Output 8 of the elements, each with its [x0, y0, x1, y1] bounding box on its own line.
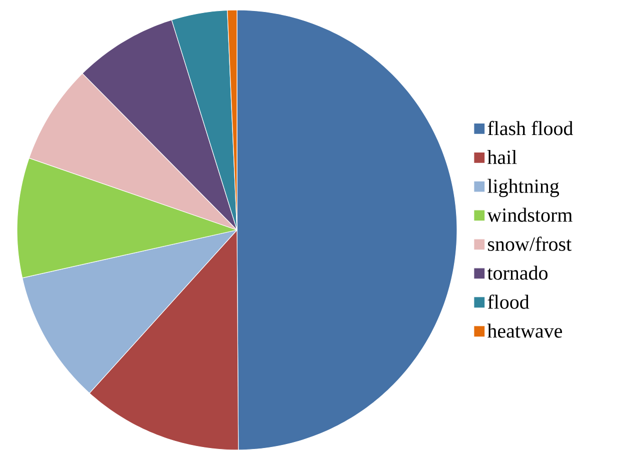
legend-label: flood: [488, 294, 530, 309]
legend-label: heatwave: [487, 324, 562, 338]
legend-label: lightning: [488, 178, 560, 197]
legend-label: windstorm: [487, 208, 572, 222]
legend-label: flash flood: [488, 120, 574, 136]
legend-label: snow/frost: [488, 236, 572, 251]
legend-label: tornado: [487, 266, 548, 280]
legend-label: hail: [487, 150, 517, 164]
